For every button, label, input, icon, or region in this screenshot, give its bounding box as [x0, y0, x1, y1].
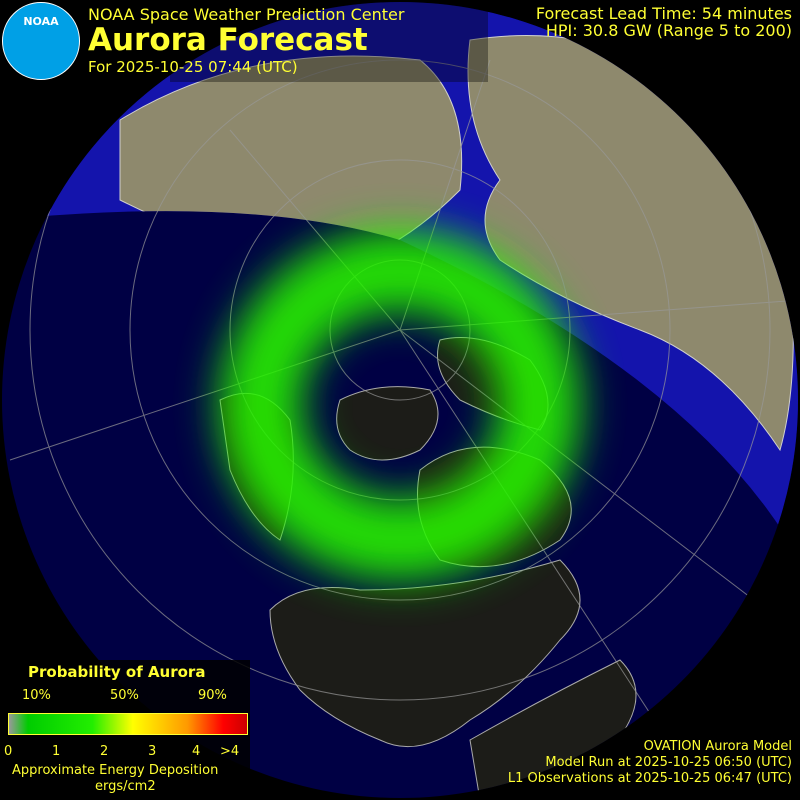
energy-unit: ergs/cm2: [95, 779, 156, 794]
energy-tick: 4: [192, 744, 201, 759]
forecast-date: For 2025-10-25 07:44 (UTC): [88, 58, 298, 76]
model-run: Model Run at 2025-10-25 06:50 (UTC): [545, 755, 792, 770]
energy-tick: 2: [100, 744, 109, 759]
energy-label: Approximate Energy Deposition: [12, 763, 219, 778]
energy-tick: >4: [220, 744, 240, 759]
color-scale-bar: [8, 713, 248, 735]
noaa-logo: NOAA: [2, 2, 80, 80]
model-name: OVATION Aurora Model: [643, 739, 792, 754]
energy-tick: 0: [4, 744, 13, 759]
prob-tick: 50%: [110, 688, 139, 703]
lead-time: Forecast Lead Time: 54 minutes: [535, 4, 792, 23]
energy-tick: 1: [52, 744, 61, 759]
l1-observations: L1 Observations at 2025-10-25 06:47 (UTC…: [507, 771, 792, 786]
hpi: HPI: 30.8 GW (Range 5 to 200): [545, 21, 792, 40]
prob-tick: 90%: [198, 688, 227, 703]
energy-tick: 3: [148, 744, 157, 759]
org-name: NOAA Space Weather Prediction Center: [88, 5, 405, 24]
legend-title: Probability of Aurora: [28, 663, 206, 681]
prob-tick: 10%: [22, 688, 51, 703]
page-title: Aurora Forecast: [88, 22, 368, 58]
